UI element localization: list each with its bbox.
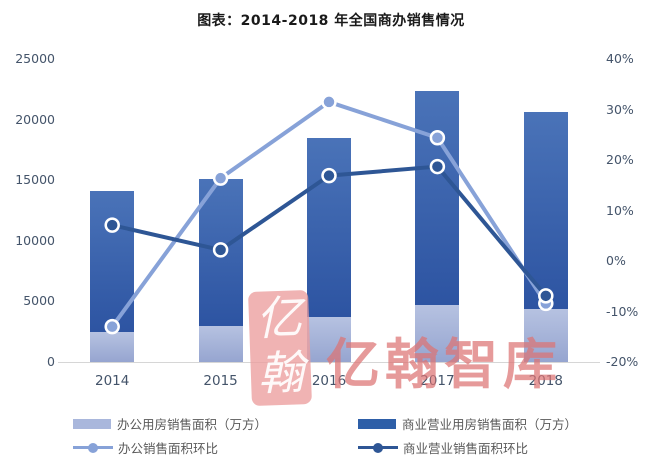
- left-axis-tick-5000: 5000: [23, 293, 55, 309]
- marker-office-mom-2017: [429, 130, 446, 146]
- watermark-seal: 亿 翰: [248, 289, 312, 407]
- right-axis-tick-40%: 40%: [606, 51, 634, 66]
- x-axis-label-2016: 2016: [311, 373, 347, 389]
- left-axis-tick-25000: 25000: [15, 51, 55, 66]
- line-commercial-mom: [111, 164, 548, 298]
- legend-label-commercial-mom: 商业营业销售面积环比: [403, 441, 529, 456]
- x-axis-line: [58, 362, 600, 363]
- right-axis-tick--10%: -10%: [606, 303, 639, 319]
- marker-office-mom-2016: [321, 94, 337, 110]
- chart-title: 图表：2014-2018 年全国商办销售情况: [197, 13, 465, 29]
- watermark-text: 亿翰智库: [326, 332, 562, 396]
- left-axis-tick-0: 0: [47, 354, 55, 369]
- legend-swatch-commercial-area: [358, 418, 396, 429]
- right-axis-tick-20%: 20%: [606, 152, 634, 167]
- marker-commercial-mom-2018: [538, 288, 554, 304]
- right-axis-tick-0%: 0%: [606, 253, 626, 268]
- bar-segment-office-2016: [307, 316, 351, 362]
- legend-item-commercial-mom: 商业营业销售面积环比: [358, 438, 528, 457]
- marker-office-mom-2014: [104, 318, 120, 335]
- marker-office-mom-2015: [212, 170, 229, 186]
- bar-segment-office-2017: [415, 305, 460, 362]
- marker-commercial-mom-2014: [104, 217, 120, 233]
- legend-swatch-commercial-mom: [358, 442, 398, 453]
- right-axis-tick-10%: 10%: [606, 202, 634, 218]
- left-axis-tick-20000: 20000: [15, 111, 55, 127]
- bar-segment-commercial-2017: [415, 90, 460, 306]
- watermark-seal-char-top: 亿: [255, 290, 303, 346]
- x-axis-label-2018: 2018: [528, 373, 563, 389]
- watermark-seal-char-bottom: 翰: [256, 345, 305, 401]
- left-axis-tick-10000: 10000: [15, 232, 55, 248]
- line-office-mom: [110, 99, 548, 328]
- bar-segment-office-2018: [523, 308, 568, 362]
- marker-commercial-mom-2016: [321, 167, 337, 184]
- legend-item-office-mom: 办公销售面积环比: [73, 438, 218, 457]
- legend-label-office-mom: 办公销售面积环比: [118, 441, 219, 456]
- bar-segment-office-2014: [90, 331, 135, 362]
- legend-item-commercial-area: 商业营业用房销售面积（万方）: [358, 414, 577, 433]
- legend-label-commercial-area: 商业营业用房销售面积（万方）: [402, 417, 578, 432]
- legend-swatch-office-mom: [73, 442, 113, 453]
- marker-commercial-mom-2017: [429, 158, 446, 175]
- legend-label-office-area: 办公用房销售面积（万方）: [117, 417, 268, 432]
- right-axis-tick--20%: -20%: [606, 354, 639, 369]
- x-axis-label-2014: 2014: [95, 373, 130, 389]
- bar-segment-office-2015: [198, 326, 243, 362]
- marker-commercial-mom-2015: [212, 242, 229, 258]
- legend-swatch-office-area: [73, 418, 111, 429]
- x-axis-label-2017: 2017: [420, 373, 455, 389]
- x-axis-label-2015: 2015: [203, 373, 238, 389]
- right-axis-tick-30%: 30%: [606, 101, 634, 117]
- left-axis-tick-15000: 15000: [15, 172, 55, 188]
- legend-item-office-area: 办公用房销售面积（万方）: [73, 414, 267, 433]
